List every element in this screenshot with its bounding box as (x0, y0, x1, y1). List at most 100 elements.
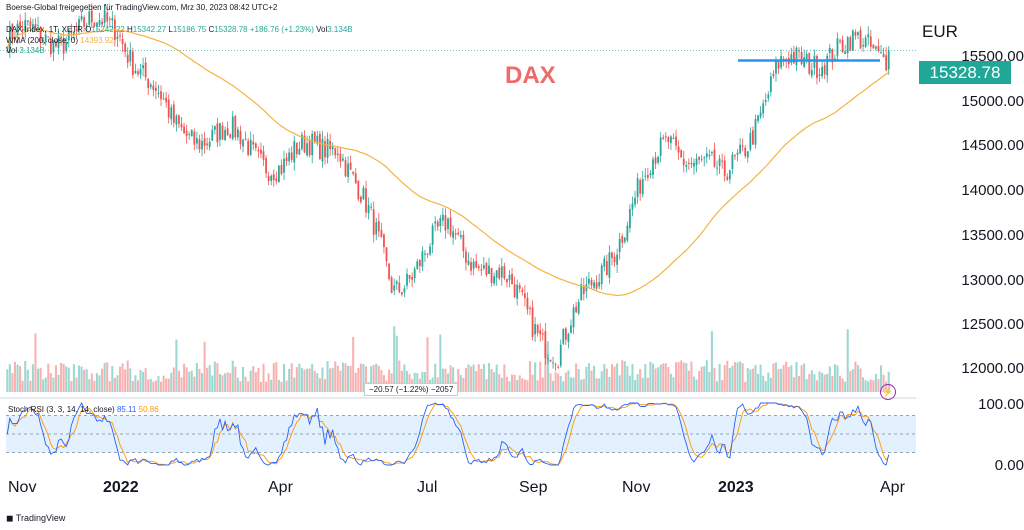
volume-bar (213, 361, 216, 392)
volume-bar (444, 368, 447, 392)
candle-body (21, 28, 24, 31)
stoch-legend: Stoch RSI (3, 3, 14, 14, close) 85.11 50… (8, 405, 159, 414)
tradingview-brand: TradingView (15, 513, 66, 523)
wma-legend: WMA (200, close, 0) 14393.92 (6, 36, 114, 45)
volume-bar (275, 362, 278, 392)
volume-bar (26, 369, 29, 392)
volume-bar (295, 367, 298, 392)
volume-bar (165, 378, 168, 392)
candle-body (506, 278, 508, 283)
low-value: 15186.75 (172, 25, 207, 34)
candle-body (137, 71, 139, 75)
volume-bar (541, 377, 544, 392)
stoch-k-line (6, 402, 890, 466)
candle-body (480, 269, 483, 271)
candle-body (636, 178, 639, 198)
candle-body (475, 261, 478, 268)
volume-bar (646, 377, 649, 392)
candle-body (178, 115, 180, 125)
ohlc-line: DAX Index, 1T, XETR O15242.22 H15342.27 … (6, 25, 353, 34)
stoch-tick-0: 0.00 (994, 457, 1024, 474)
volume-bar (618, 375, 621, 392)
volume-bar (882, 374, 885, 392)
volume-bar (877, 378, 880, 392)
volume-bar (349, 365, 352, 392)
volume-bar (449, 365, 452, 392)
candle-body (185, 130, 188, 137)
volume-bar (687, 370, 690, 392)
volume-bar (372, 365, 375, 392)
price-tick: 14500.00 (961, 137, 1024, 154)
candle-body (754, 119, 757, 145)
stoch-legend-label: Stoch RSI (3, 3, 14, 14, close) (8, 405, 115, 414)
volume-bar (224, 373, 227, 392)
volume-bar (649, 361, 652, 392)
volume-bar (470, 366, 473, 392)
volume-bar (211, 375, 214, 392)
volume-bar (375, 363, 378, 392)
volume-bar (585, 366, 588, 392)
volume-bar (180, 377, 183, 392)
candle-body (285, 157, 288, 162)
candle-body (800, 52, 803, 65)
candle-body (275, 178, 278, 182)
stoch-d-line (6, 402, 890, 466)
volume-bar (795, 361, 798, 392)
candle-body (705, 153, 708, 158)
volume-bar (841, 378, 844, 392)
candle-body (172, 104, 175, 123)
volume-bar (313, 370, 316, 392)
volume-bar (621, 360, 624, 392)
candle-body (828, 47, 831, 54)
date-tick: Jul (417, 479, 438, 496)
candle-body (482, 265, 485, 269)
volume-bar (329, 368, 332, 392)
candle-body (306, 143, 308, 156)
candle-body (165, 97, 168, 103)
candle-body (203, 138, 206, 146)
candle-body (805, 53, 808, 60)
candle-body (129, 50, 132, 62)
volume-bar (559, 376, 562, 392)
candle-body (682, 158, 685, 165)
candle-body (39, 26, 42, 42)
candle-body (500, 266, 503, 278)
volume-bar (457, 368, 460, 392)
candle-body (544, 331, 547, 359)
candle-body (531, 307, 534, 337)
candle-body (557, 366, 560, 368)
volume-bar (549, 373, 552, 392)
volume-bar (65, 366, 68, 392)
candle-body (498, 267, 501, 279)
wma-legend-value: 14393.92 (80, 36, 114, 45)
candle-body (180, 123, 183, 128)
volume-bar (139, 370, 142, 392)
candle-body (347, 163, 349, 177)
candle-body (418, 259, 421, 267)
volume-bar (290, 363, 293, 392)
candle-body (616, 254, 619, 265)
volume-bar (836, 365, 839, 392)
candle-body (277, 165, 280, 183)
volume-bar (493, 372, 496, 392)
candle-body (37, 24, 39, 26)
volume-bar (531, 374, 534, 392)
volume-bar (6, 369, 9, 392)
candle-body (367, 204, 370, 214)
candle-body (618, 238, 621, 252)
price-tick: 12500.00 (961, 316, 1024, 333)
candle-body (183, 126, 185, 134)
candle-body (216, 123, 219, 143)
candle-body (552, 362, 554, 364)
volume-bar (782, 365, 785, 392)
volume-bar (505, 376, 508, 392)
candle-body (472, 261, 475, 269)
candle-body (521, 290, 524, 293)
candle-body (383, 234, 385, 248)
candle-body (449, 217, 452, 236)
lightning-icon[interactable]: ⚡ (880, 384, 896, 400)
stoch-tick-100: 100.00 (978, 396, 1024, 413)
candle-body (239, 130, 242, 145)
